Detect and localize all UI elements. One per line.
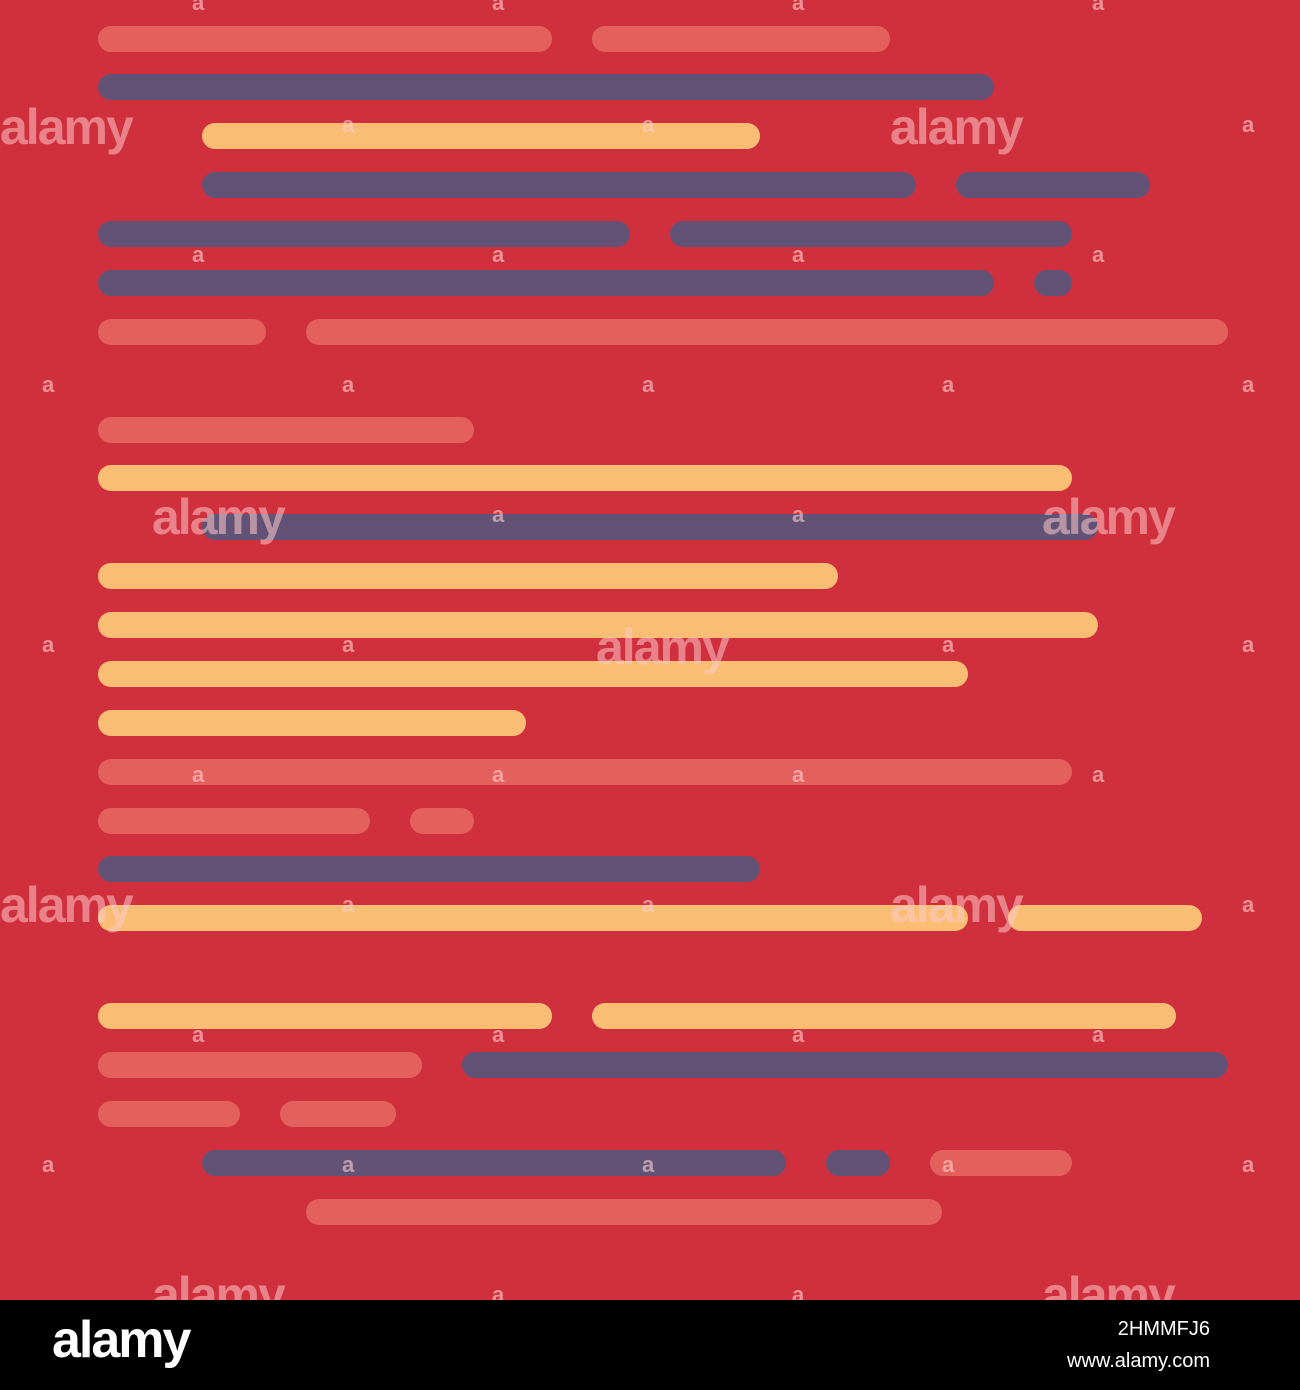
code-line-bar (98, 417, 474, 443)
code-line-bar (98, 270, 994, 296)
code-line-bar (98, 74, 994, 100)
code-line-bar (202, 172, 916, 198)
code-line-bar (98, 612, 1098, 638)
code-line-bar (306, 1199, 942, 1225)
code-line-bar (98, 1101, 240, 1127)
code-line-bar (98, 465, 1072, 491)
code-line-bar (98, 905, 968, 931)
code-line-bar (592, 1003, 1176, 1029)
code-line-bar (462, 1052, 1228, 1078)
footer-bar: alamy 2HMMFJ6 www.alamy.com (0, 1300, 1300, 1390)
code-line-bar (98, 856, 760, 882)
code-line-bar (1034, 270, 1072, 296)
code-line-bar (306, 319, 1228, 345)
code-line-bar (956, 172, 1150, 198)
code-line-bar (202, 514, 1098, 540)
background (0, 0, 1300, 1300)
code-line-bar (98, 319, 266, 345)
code-line-bar (98, 26, 552, 52)
code-line-bar (202, 1150, 786, 1176)
code-line-bar (98, 661, 968, 687)
code-line-bar (410, 808, 474, 834)
code-line-bar (670, 221, 1072, 247)
code-line-bar (98, 808, 370, 834)
code-line-bar (930, 1150, 1072, 1176)
footer-logo: alamy (52, 1311, 191, 1369)
code-line-bar (98, 1052, 422, 1078)
code-line-bar (98, 1003, 552, 1029)
code-line-bar (1008, 905, 1202, 931)
code-line-bar (98, 710, 526, 736)
code-line-bar (826, 1150, 890, 1176)
code-line-bar (98, 759, 1072, 785)
code-line-bar (202, 123, 760, 149)
footer-url: www.alamy.com (1067, 1350, 1210, 1372)
code-line-bar (280, 1101, 396, 1127)
code-line-bar (98, 563, 838, 589)
code-lines-illustration (0, 0, 1300, 1300)
code-line-bar (592, 26, 890, 52)
image-id: 2HMMFJ6 (1117, 1318, 1210, 1340)
code-line-bar (98, 221, 630, 247)
